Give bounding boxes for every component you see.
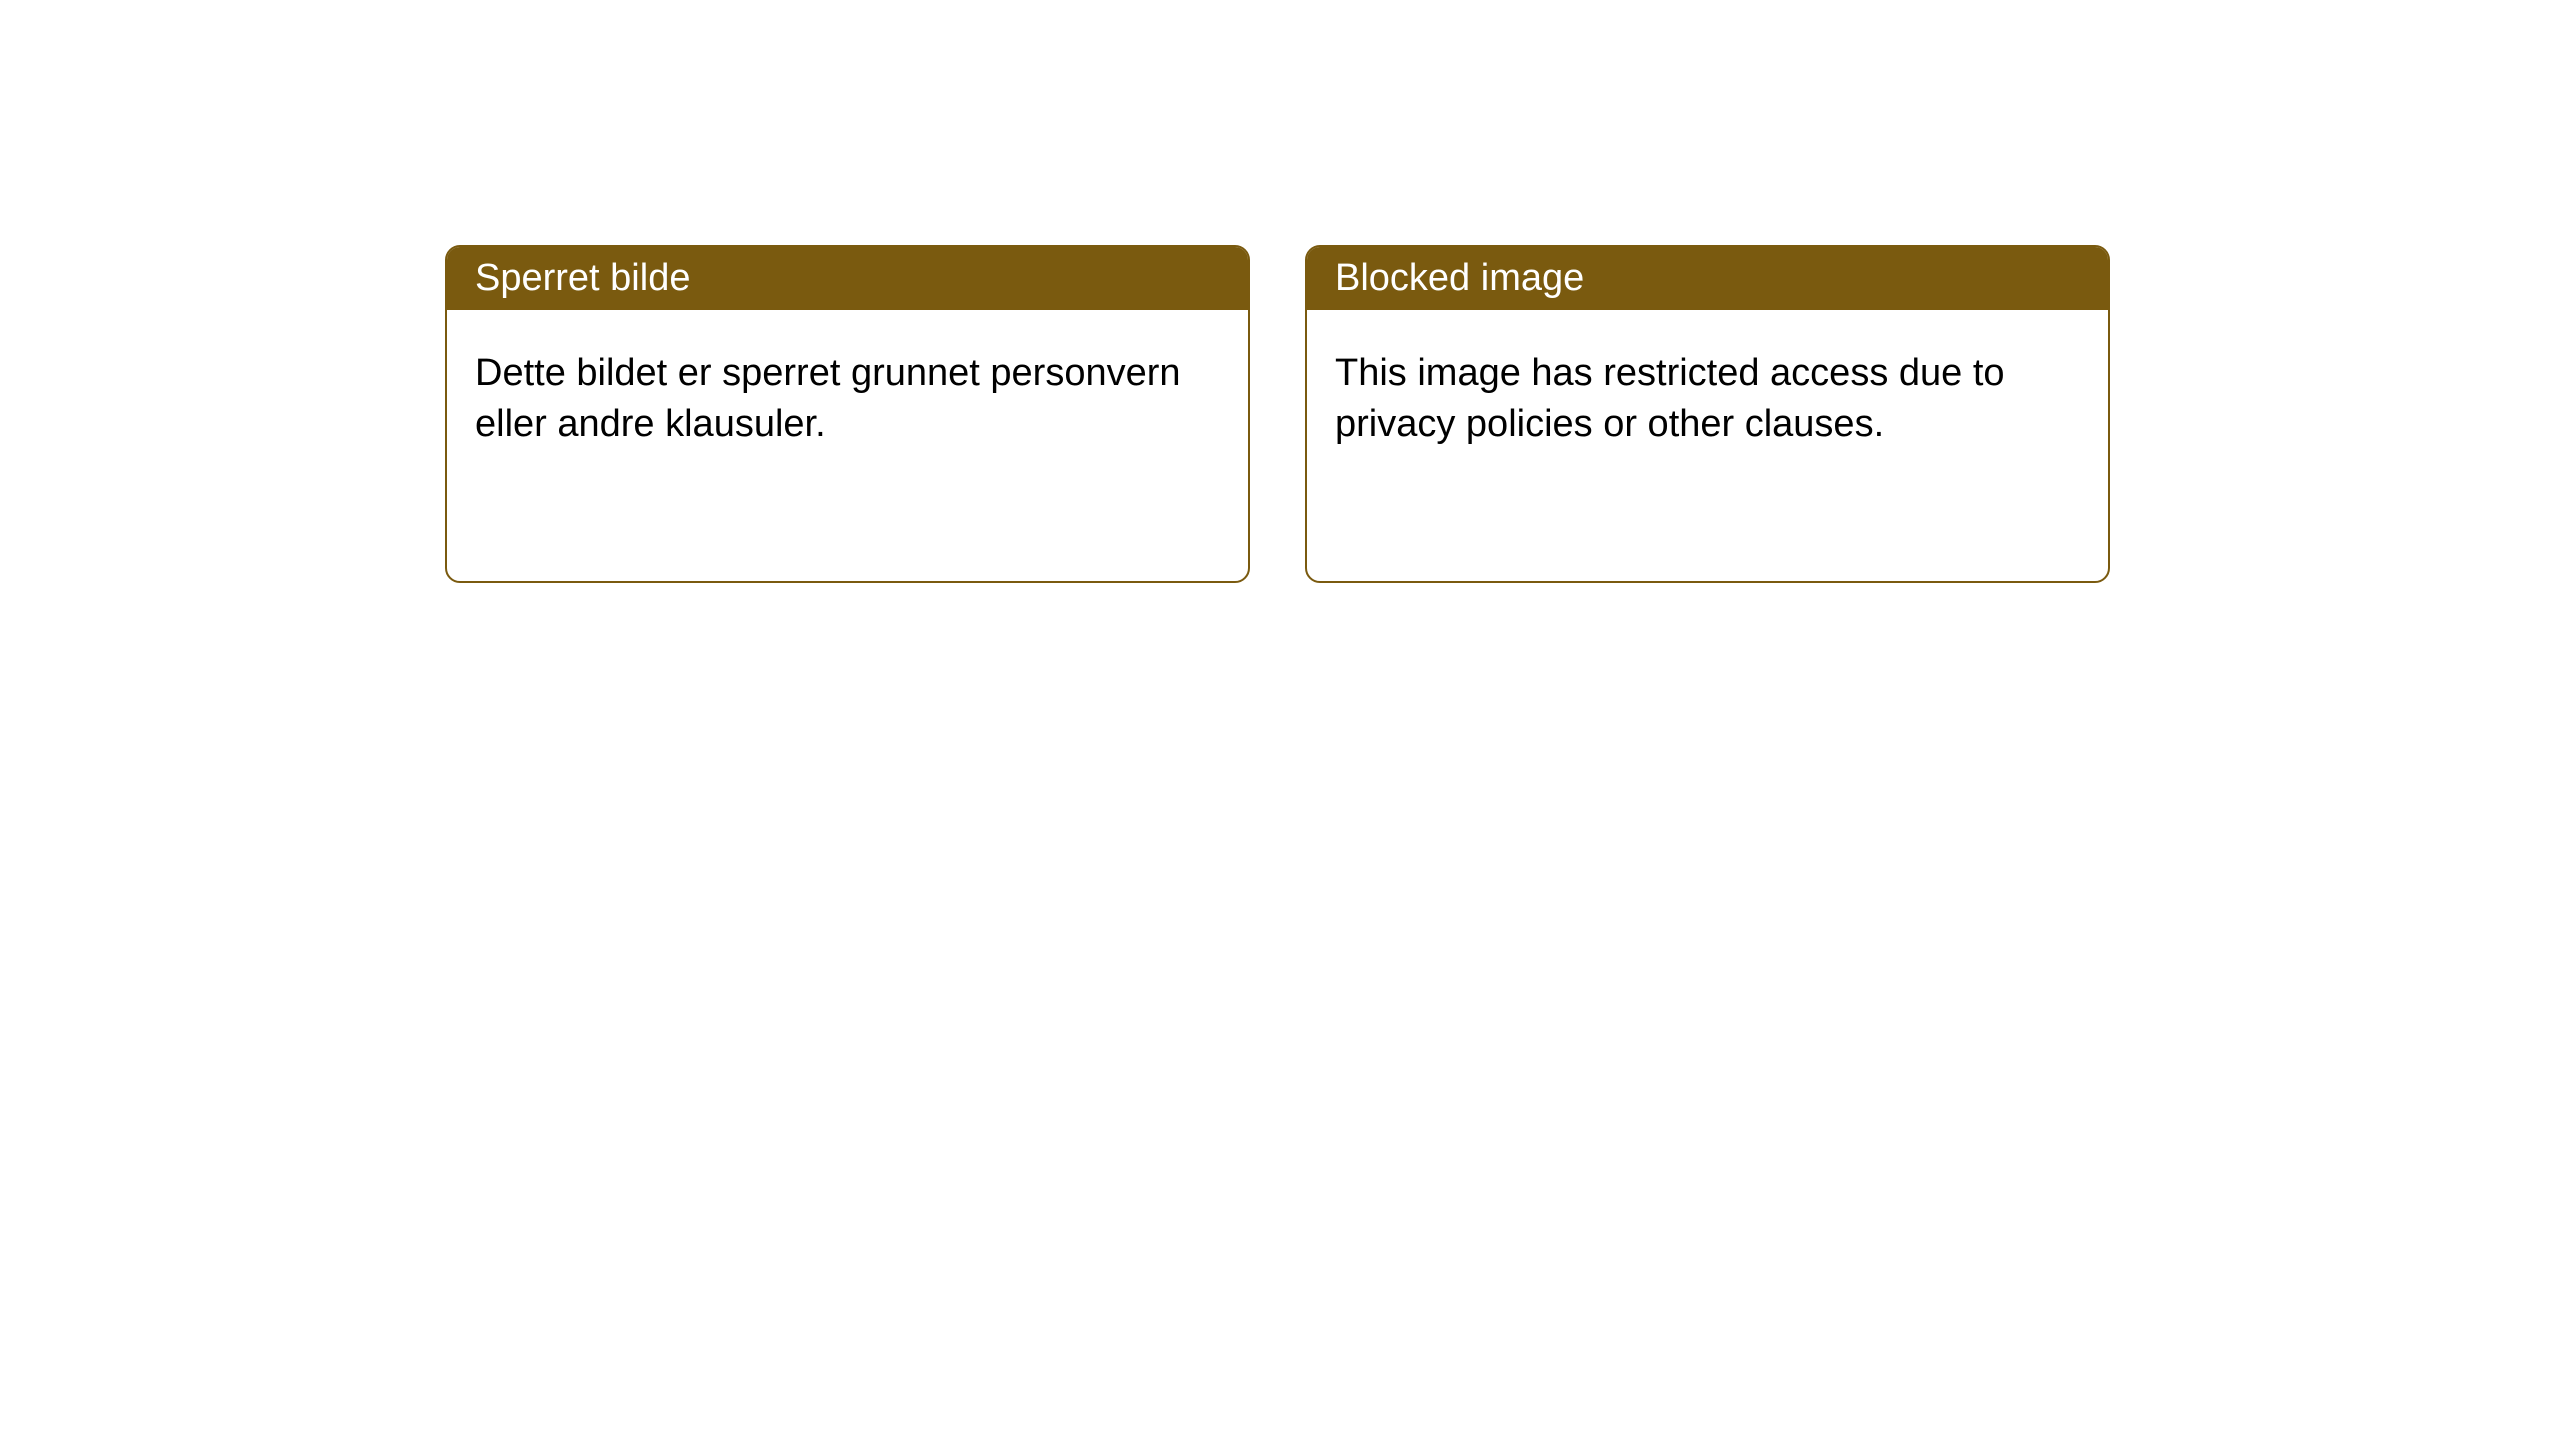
card-body-en: This image has restricted access due to … xyxy=(1307,310,2108,489)
blocked-image-card-en: Blocked image This image has restricted … xyxy=(1305,245,2110,583)
card-body-text-en: This image has restricted access due to … xyxy=(1335,352,2005,445)
card-title-no: Sperret bilde xyxy=(475,257,690,299)
blocked-image-card-no: Sperret bilde Dette bildet er sperret gr… xyxy=(445,245,1250,583)
card-body-no: Dette bildet er sperret grunnet personve… xyxy=(447,310,1248,489)
notice-container: Sperret bilde Dette bildet er sperret gr… xyxy=(0,0,2560,583)
card-body-text-no: Dette bildet er sperret grunnet personve… xyxy=(475,352,1181,445)
card-title-en: Blocked image xyxy=(1335,257,1584,299)
card-header-en: Blocked image xyxy=(1307,247,2108,310)
card-header-no: Sperret bilde xyxy=(447,247,1248,310)
